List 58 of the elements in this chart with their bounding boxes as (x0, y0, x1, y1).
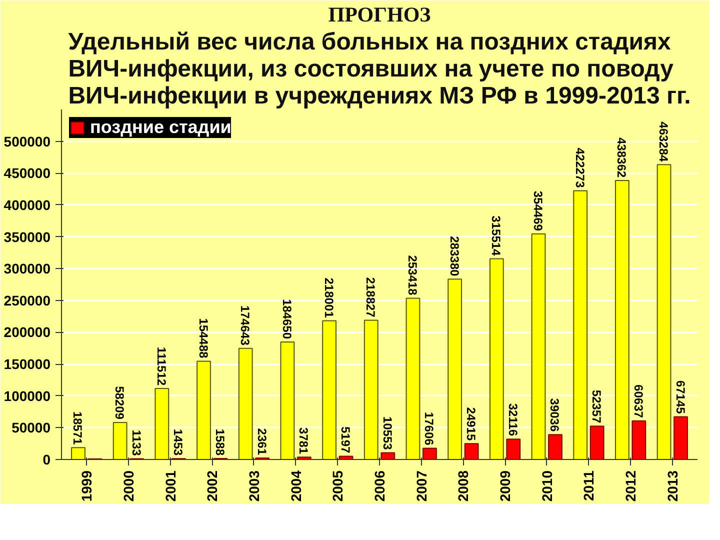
data-label: 218001 (322, 278, 336, 318)
x-tick-label: 2011 (580, 470, 597, 501)
data-label: 3781 (296, 427, 311, 454)
x-tick-label: 2012 (622, 470, 639, 502)
data-label: 184650 (280, 298, 294, 340)
x-tick-label: 2009 (497, 470, 514, 502)
y-tick-label: 200000 (4, 324, 51, 340)
y-tick-label: 300000 (4, 260, 51, 277)
x-tick-label: 2002 (204, 470, 220, 502)
x-tick-label: 2006 (372, 470, 388, 502)
data-label: 422273 (572, 148, 587, 188)
x-tick-label: 2003 (246, 470, 262, 502)
data-label: 60637 (631, 384, 646, 418)
data-label: 10553 (380, 416, 394, 450)
data-label: 5197 (338, 426, 353, 454)
y-tick-label: 400000 (4, 196, 51, 213)
x-tick-label: 2004 (288, 470, 304, 502)
x-tick-label: 2010 (538, 470, 555, 502)
data-label: 2361 (254, 428, 269, 456)
chart-title: ПРОГНОЗ (328, 2, 431, 26)
data-label: 1453 (171, 428, 186, 456)
data-label: 39036 (548, 398, 562, 432)
data-label: 154488 (196, 318, 210, 359)
y-tick-label: 100000 (4, 388, 51, 404)
x-tick-label: 2005 (330, 470, 346, 502)
legend-label: поздние стадии (90, 117, 232, 138)
data-label: 438362 (614, 138, 629, 178)
data-label: 174643 (238, 305, 252, 346)
y-tick-label: 0 (42, 452, 51, 468)
data-label: 52357 (590, 390, 604, 424)
data-label: 67145 (673, 380, 688, 414)
y-tick-label: 50000 (12, 420, 51, 436)
x-tick-label: 2007 (413, 470, 430, 502)
data-label: 18571 (70, 411, 85, 446)
y-tick-label: 450000 (4, 165, 51, 182)
data-label: 58209 (112, 386, 127, 420)
data-label: 1588 (213, 428, 227, 456)
data-label: 354469 (531, 190, 545, 232)
x-tick-label: 2001 (162, 470, 178, 502)
data-label: 111512 (154, 346, 168, 386)
x-tick-label: 1999 (78, 470, 95, 502)
x-tick-label: 2013 (664, 470, 680, 502)
y-tick-label: 150000 (4, 356, 51, 372)
data-label: 1133 (129, 430, 144, 456)
data-label: 24915 (464, 407, 478, 441)
data-label: 17606 (422, 412, 436, 446)
y-tick-label: 250000 (4, 292, 51, 308)
data-label: 32116 (506, 403, 520, 436)
x-tick-label: 2000 (120, 470, 136, 502)
data-label: 463284 (656, 122, 671, 162)
data-label: 218827 (364, 277, 378, 318)
x-tick-label: 2008 (455, 470, 472, 502)
data-label: 315514 (489, 216, 504, 256)
y-tick-label: 500000 (4, 133, 51, 150)
y-tick-label: 350000 (4, 228, 51, 245)
chart-subtitle: Удельный вес числа больных на поздних стадиях ВИЧ-инфекции, из состоявших на учете по поводу ВИЧ-инфекции в учреждениях МЗ РФ в 1999-2013 гг. (68, 28, 691, 110)
data-label: 253418 (405, 255, 420, 296)
data-label: 283380 (447, 236, 462, 276)
